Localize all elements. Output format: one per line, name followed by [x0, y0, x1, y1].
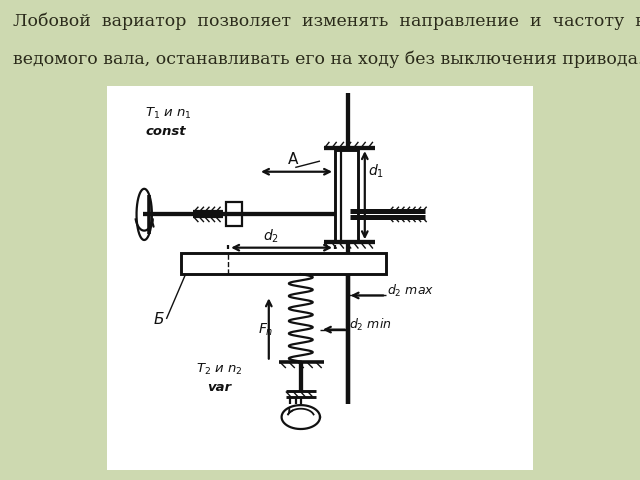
Text: const: const: [145, 125, 186, 138]
Bar: [181, 253, 386, 274]
Text: $d_2$: $d_2$: [263, 228, 279, 245]
Text: $d_1$: $d_1$: [368, 163, 384, 180]
Text: $d_2$ max: $d_2$ max: [387, 283, 435, 299]
Text: Лобовой  вариатор  позволяет  изменять  направление  и  частоту  вращения: Лобовой вариатор позволяет изменять напр…: [13, 12, 640, 30]
Bar: [226, 203, 243, 227]
Text: $d_2$ min: $d_2$ min: [349, 317, 392, 333]
Text: var: var: [207, 381, 232, 394]
Text: ведомого вала, останавливать его на ходу без выключения привода.: ведомого вала, останавливать его на ходу…: [13, 50, 640, 68]
Bar: [335, 150, 358, 242]
Text: $F_n$: $F_n$: [258, 322, 274, 338]
Text: $T_1$ и $n_1$: $T_1$ и $n_1$: [145, 106, 192, 120]
Text: Б: Б: [154, 312, 164, 327]
Text: $T_2$ и $n_2$: $T_2$ и $n_2$: [196, 361, 243, 376]
Text: A: A: [288, 153, 298, 168]
